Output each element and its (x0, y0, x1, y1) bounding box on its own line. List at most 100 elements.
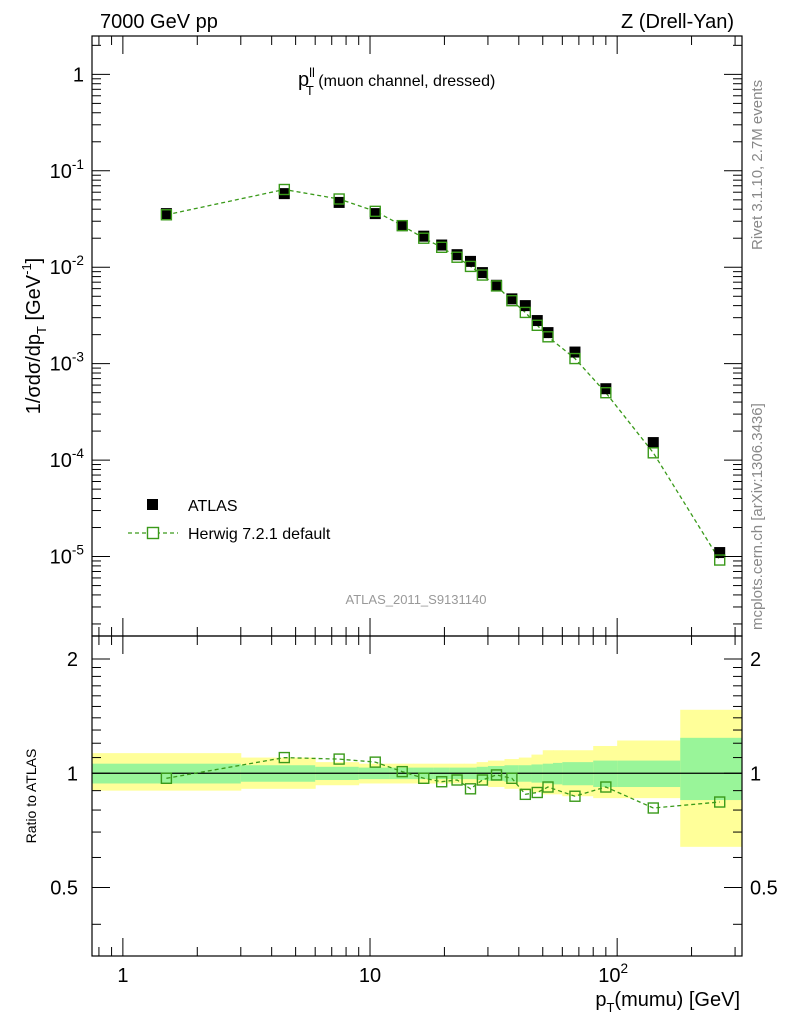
atlas-point (278, 188, 290, 200)
ratio-panel-frame (91, 635, 743, 957)
ratio-herwig-point (418, 772, 430, 784)
ratio-herwig-point (369, 756, 381, 768)
y-tick-label-base: 10 (50, 354, 72, 376)
atlas-point (600, 383, 612, 395)
herwig-point (600, 387, 612, 399)
header-left: 7000 GeV pp (100, 11, 218, 33)
ratio-herwig-point (451, 774, 463, 786)
x-tick-label: 10 (359, 965, 381, 987)
legend: ATLAS Herwig 7.2.1 default (128, 498, 331, 543)
herwig-point (476, 269, 489, 281)
ratio-herwig-point (333, 753, 345, 765)
header-right: Z (Drell-Yan) (621, 11, 734, 33)
main-panel-frame (91, 35, 743, 637)
atlas-point (160, 208, 172, 220)
atlas-point (418, 230, 430, 242)
ratio-y-tick-label-left: 1 (67, 763, 78, 785)
ratio-herwig-point (569, 790, 581, 802)
main-plot-area (160, 183, 726, 566)
ratio-herwig-point (714, 796, 726, 808)
ratio-herwig-point (600, 781, 612, 793)
atlas-point (436, 239, 448, 251)
ratio-herwig-point (464, 783, 477, 795)
y-label-part: ] (23, 258, 45, 264)
atlas-point (369, 208, 381, 220)
y-tick-label: 1 (73, 64, 84, 86)
y-tick-label: 10-1 (50, 157, 84, 183)
ratio-herwig-point (476, 774, 489, 786)
y-label-part: [GeV (23, 274, 45, 326)
y-tick-label-exp: -4 (72, 446, 85, 461)
x-tick-label: 1 (117, 965, 128, 987)
ratio-y-tick-label-right: 1 (750, 763, 761, 785)
ratio-herwig-point (506, 772, 518, 784)
y-label-sup: -1 (19, 263, 34, 275)
ratio-herwig-point (396, 765, 408, 778)
herwig-point (451, 251, 463, 263)
legend-label-atlas: ATLAS (188, 498, 238, 515)
herwig-point (418, 232, 430, 244)
axis-ticks (92, 36, 742, 956)
y-tick-label-base: 10 (50, 450, 72, 472)
herwig-point (369, 205, 381, 218)
atlas-point (451, 249, 463, 261)
y-axis-label-main: 1/σdσ/dpT [GeV-1] (19, 258, 49, 415)
herwig-point (569, 352, 581, 365)
ratio-uncertainty-bands (92, 709, 742, 847)
herwig-point (531, 319, 543, 332)
x-tick-label: 102 (598, 961, 628, 987)
y-tick-label-base: 10 (50, 547, 72, 569)
atlas-point (491, 279, 503, 291)
ratio-y-tick-label-left: 0.5 (50, 878, 78, 900)
atlas-point (506, 293, 518, 305)
legend-label-herwig: Herwig 7.2.1 default (188, 526, 331, 543)
x-axis-label: pT(mumu) [GeV] (595, 989, 740, 1015)
herwig-point (464, 260, 477, 273)
rivet-version-text: Rivet 3.1.10, 2.7M events (749, 80, 766, 250)
herwig-point (435, 241, 448, 253)
ratio-herwig-point (531, 786, 543, 799)
y-tick-label-base: 10 (50, 257, 72, 279)
analysis-watermark: ATLAS_2011_S9131140 (346, 592, 487, 607)
atlas-point (476, 267, 488, 279)
atlas-point (396, 220, 408, 232)
herwig-point (714, 554, 726, 566)
ratio-herwig-point (519, 788, 532, 801)
ratio-y-tick-label-left: 2 (67, 649, 78, 671)
y-tick-label: 10-5 (50, 543, 84, 569)
atlas-point (333, 196, 345, 208)
herwig-point (519, 306, 532, 319)
ratio-herwig-point (490, 769, 503, 781)
herwig-point (647, 447, 659, 459)
ratio-band-inner (680, 737, 742, 801)
plot-title: pll T (muon channel, dressed) (298, 65, 495, 98)
ratio-herwig-point (542, 781, 554, 793)
ratio-herwig-line (166, 756, 720, 809)
y-tick-label-exp: -1 (72, 157, 84, 172)
plot-title-rest: (muon channel, dressed) (314, 73, 495, 90)
herwig-point (160, 209, 173, 221)
herwig-point (542, 331, 554, 343)
ratio-herwig-point (160, 772, 173, 784)
y-tick-label: 10-4 (50, 446, 85, 472)
ratio-herwig-point (647, 802, 659, 814)
y-label-part: 1/σdσ/dp (23, 334, 45, 414)
y-tick-label-exp: -3 (72, 350, 84, 365)
x-tick-label-exp: 2 (621, 961, 629, 976)
x-label-part: (mumu) [GeV] (614, 989, 740, 1011)
legend-marker-atlas (147, 499, 158, 510)
atlas-point (714, 547, 726, 559)
y-tick-label: 10-2 (50, 253, 84, 279)
atlas-point (542, 327, 554, 339)
ratio-y-tick-label-right: 2 (750, 649, 761, 671)
herwig-point (506, 294, 518, 307)
herwig-point (396, 219, 408, 232)
plot-title-main: p (298, 69, 309, 91)
ratio-plot-area (92, 751, 742, 814)
axis-tick-labels: 110-110-210-310-410-50.5 0.51 12 21 10 102 (50, 64, 778, 987)
legend-marker-herwig (146, 526, 160, 540)
x-tick-label-base: 10 (598, 965, 620, 987)
x-label-sub: T (606, 1000, 614, 1015)
y-tick-label-exp: -5 (72, 543, 84, 558)
herwig-point (333, 193, 345, 205)
